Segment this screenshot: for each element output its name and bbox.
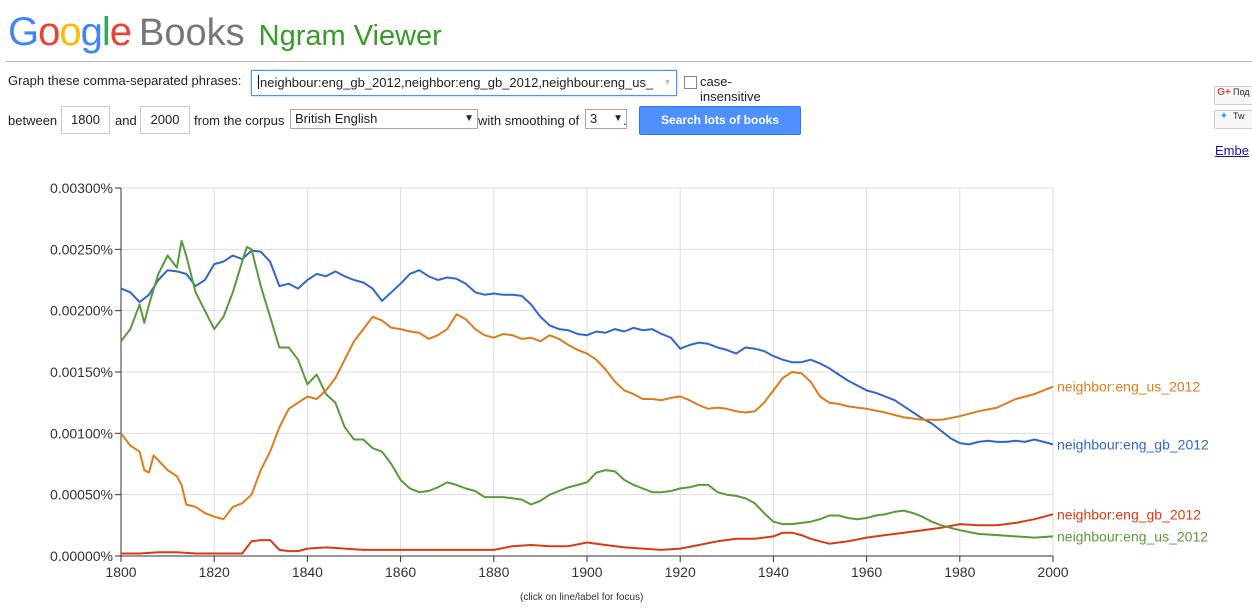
phrases-label: Graph these comma-separated phrases: <box>8 73 242 88</box>
chart-series-labels[interactable]: neighbour:eng_gb_2012 neighbor:eng_gb_201… <box>1057 379 1209 545</box>
year-start-input[interactable]: 1800 <box>61 106 110 134</box>
period: . <box>623 113 627 128</box>
series-label-neighbour-eng-gb-2012[interactable]: neighbour:eng_gb_2012 <box>1057 436 1209 452</box>
and-label: and <box>115 113 137 128</box>
x-tick-label: 1880 <box>478 564 509 580</box>
google-plus-icon: G+ <box>1217 87 1231 98</box>
series-line-neighbour-eng-gb-2012[interactable] <box>120 249 1054 446</box>
chevron-down-icon[interactable]: ▾ <box>664 77 670 88</box>
y-tick-label: 0.00000% <box>50 548 113 564</box>
case-insensitive-label[interactable]: case-insensitive <box>700 74 761 104</box>
dropdown-arrow-icon: ▼ <box>613 113 623 124</box>
google-books-logo[interactable]: Google Books Ngram Viewer <box>8 10 442 56</box>
smoothing-label: with smoothing of <box>478 113 580 128</box>
search-button[interactable]: Search lots of books <box>639 106 801 135</box>
twitter-bird-icon: ✦ <box>1219 111 1229 122</box>
ngram-chart[interactable]: 0.00000% 0.00050% 0.00100% 0.00150% 0.00200%… <box>0 170 1252 590</box>
x-tick-label: 1940 <box>758 564 789 580</box>
case-insensitive-checkbox[interactable] <box>684 76 697 89</box>
header-divider <box>6 61 1252 62</box>
y-tick-label: 0.00200% <box>50 303 113 319</box>
y-tick-label: 0.00250% <box>50 241 113 257</box>
series-label-neighbor-eng-us-2012[interactable]: neighbor:eng_us_2012 <box>1057 379 1200 395</box>
x-tick-label: 1960 <box>851 564 882 580</box>
corpus-select[interactable]: British English ▼ <box>290 109 478 129</box>
y-tick-label: 0.00050% <box>50 487 113 503</box>
series-label-neighbor-eng-gb-2012[interactable]: neighbor:eng_gb_2012 <box>1057 506 1201 522</box>
dropdown-arrow-icon: ▼ <box>464 113 474 124</box>
google-plus-share-button[interactable]: G+ Под <box>1214 86 1252 105</box>
x-tick-label: 1860 <box>385 564 416 580</box>
between-label: between <box>8 113 58 128</box>
x-tick-label: 1900 <box>571 564 602 580</box>
series-line-neighbour-eng-us-2012[interactable] <box>120 239 1054 539</box>
twitter-label: Tw <box>1233 111 1245 121</box>
corpus-select-value: British English <box>295 111 378 126</box>
x-tick-label: 1840 <box>292 564 323 580</box>
smoothing-select-value: 3 <box>590 111 598 126</box>
smoothing-select[interactable]: 3 ▼ <box>585 109 627 129</box>
chart-grid <box>121 187 1054 556</box>
chart-tick-labels: 0.00000% 0.00050% 0.00100% 0.00150% 0.00200%… <box>50 180 1069 580</box>
x-tick-label: 1820 <box>199 564 230 580</box>
year-end-input[interactable]: 2000 <box>140 106 190 134</box>
corpus-label: from the corpus <box>194 113 285 128</box>
twitter-share-button[interactable]: ✦ Tw <box>1214 110 1252 129</box>
embed-chart-link[interactable]: Embe <box>1215 143 1249 158</box>
x-tick-label: 1980 <box>944 564 975 580</box>
x-tick-label: 1920 <box>665 564 696 580</box>
logo-google: Google <box>8 10 132 54</box>
text-caret <box>258 75 259 89</box>
x-tick-label: 1800 <box>105 564 136 580</box>
phrases-input[interactable]: neighbour:eng_gb_2012,neighbor:eng_gb_20… <box>251 70 677 96</box>
x-tick-label: 2000 <box>1037 564 1068 580</box>
y-tick-label: 0.00150% <box>50 364 113 380</box>
phrases-input-value: neighbour:eng_gb_2012,neighbor:eng_gb_20… <box>260 75 654 90</box>
series-label-neighbour-eng-us-2012[interactable]: neighbour:eng_us_2012 <box>1057 528 1208 544</box>
logo-books: Books <box>139 12 245 54</box>
chart-axes <box>115 187 1054 562</box>
series-line-neighbor-eng-us-2012[interactable] <box>120 313 1054 521</box>
y-tick-label: 0.00100% <box>50 425 113 441</box>
chart-caption: (click on line/label for focus) <box>520 592 644 603</box>
page-title: Ngram Viewer <box>258 20 442 52</box>
chart-series[interactable] <box>120 239 1054 555</box>
series-line-neighbor-eng-gb-2012[interactable] <box>121 513 1054 555</box>
y-tick-label: 0.00300% <box>50 180 113 196</box>
google-plus-label: Под <box>1233 87 1250 97</box>
